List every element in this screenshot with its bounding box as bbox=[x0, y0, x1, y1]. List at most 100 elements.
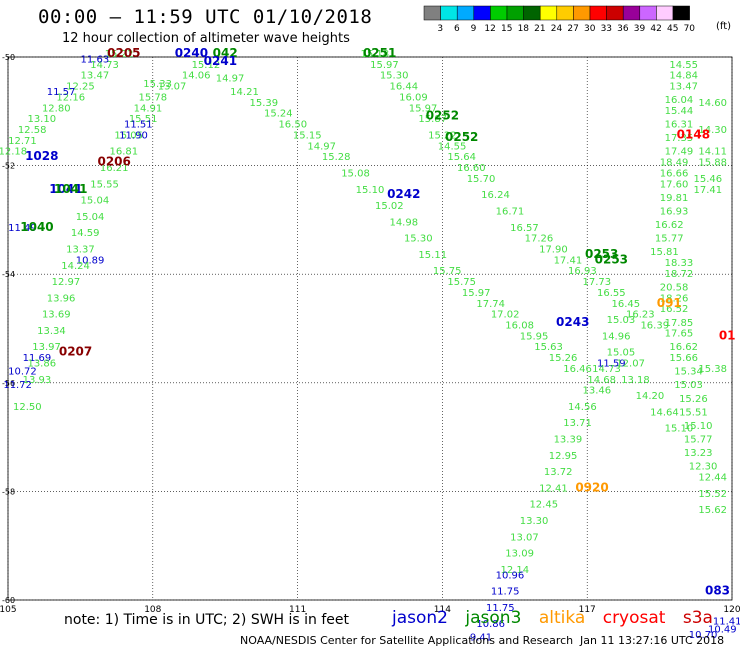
wave-height-value: 12.80 bbox=[42, 103, 71, 114]
wave-height-value: 15.75 bbox=[447, 277, 476, 288]
wave-height-value: 18.72 bbox=[665, 269, 694, 280]
wave-height-value: 15.66 bbox=[669, 353, 698, 364]
legend-cryosat: cryosat bbox=[602, 608, 666, 628]
wave-height-value: 14.73 bbox=[90, 60, 119, 71]
wave-height-value: 15.75 bbox=[433, 266, 462, 277]
wave-height-value: 14.21 bbox=[230, 87, 259, 98]
wave-height-value: 17.41 bbox=[694, 185, 723, 196]
wave-height-value: 15.97 bbox=[370, 60, 399, 71]
wave-height-value: 13.71 bbox=[563, 418, 592, 429]
page-subtitle: 12 hour collection of altimeter wave hei… bbox=[62, 31, 350, 46]
colorbar-tick-label: 45 bbox=[667, 24, 678, 34]
pass-time-label: 0207 bbox=[59, 345, 92, 359]
wave-height-value: 14.91 bbox=[134, 103, 163, 114]
colorbar-swatch bbox=[523, 5, 541, 21]
wave-height-value: 12.41 bbox=[539, 483, 568, 494]
pass-time-label: 0920 bbox=[575, 480, 608, 494]
wave-height-value: 14.11 bbox=[698, 147, 727, 158]
y-tick-label: -60 bbox=[2, 596, 15, 605]
wave-height-value: 10.70 bbox=[689, 630, 718, 641]
wave-height-value: 15.52 bbox=[698, 489, 727, 500]
colorbar-tick-label: 39 bbox=[634, 24, 646, 34]
wave-height-value: 16.50 bbox=[278, 120, 307, 131]
footer-timestamp: Jan 11 13:27:16 UTC 2018 bbox=[580, 634, 725, 647]
x-tick-label: 117 bbox=[579, 605, 596, 615]
wave-height-value: 13.37 bbox=[66, 244, 95, 255]
wave-height-value: 11.75 bbox=[486, 603, 515, 614]
wave-height-value: 11.49 bbox=[8, 223, 37, 234]
wave-height-value: 13.09 bbox=[505, 549, 534, 560]
colorbar-swatch bbox=[589, 5, 607, 21]
wave-height-value: 17.26 bbox=[525, 234, 554, 245]
wave-height-value: 11.51 bbox=[124, 120, 153, 131]
wave-height-value: 16.93 bbox=[660, 206, 689, 217]
legend-jason2: jason2 bbox=[392, 608, 448, 628]
pass-time-label: 0205 bbox=[107, 46, 140, 60]
wave-height-value: 12.25 bbox=[66, 82, 95, 93]
wave-height-value: 15.62 bbox=[698, 505, 727, 516]
colorbar-units: (ft) bbox=[716, 21, 732, 32]
wave-height-value: 17.90 bbox=[539, 244, 568, 255]
wave-height-value: 11.57 bbox=[47, 87, 76, 98]
wave-height-value: 16.31 bbox=[665, 120, 694, 131]
wave-height-value: 13.07 bbox=[158, 82, 187, 93]
wave-height-value: 11.59 bbox=[597, 359, 626, 370]
wave-height-value: 10.96 bbox=[496, 570, 525, 581]
wave-height-value: 12.44 bbox=[698, 473, 727, 484]
pass-time-label: 1028 bbox=[25, 149, 58, 163]
colorbar-tick-label: 42 bbox=[650, 24, 661, 34]
colorbar-swatch bbox=[473, 5, 491, 21]
wave-height-value: 15.95 bbox=[520, 331, 549, 342]
wave-height-value: 13.47 bbox=[81, 71, 110, 82]
colorbar-swatch bbox=[456, 5, 475, 21]
wave-height-value: 16.57 bbox=[510, 223, 539, 234]
wave-height-value: 16.44 bbox=[389, 82, 418, 93]
colorbar-swatch bbox=[440, 5, 458, 21]
wave-height-value: 13.86 bbox=[27, 359, 56, 370]
wave-height-value: 11.90 bbox=[119, 130, 148, 141]
wave-height-value: 15.34 bbox=[674, 367, 703, 378]
wave-height-value: 17.85 bbox=[665, 318, 694, 329]
wave-height-value: 12.95 bbox=[549, 451, 578, 462]
wave-height-value: 10.72 bbox=[8, 367, 37, 378]
wave-height-value: 14.68 bbox=[587, 375, 616, 386]
wave-height-value: 20.58 bbox=[660, 282, 689, 293]
wave-height-value: 16.04 bbox=[665, 95, 694, 106]
colorbar-swatch bbox=[506, 5, 524, 21]
wave-height-value: 17.02 bbox=[491, 310, 520, 321]
wave-height-value: 17.60 bbox=[660, 179, 689, 190]
footer-credit: NOAA/NESDIS Center for Satellite Applica… bbox=[240, 634, 574, 647]
wave-height-value: 15.05 bbox=[607, 348, 636, 359]
wave-height-value: 12.16 bbox=[56, 92, 85, 103]
track-values: 15.2214.7313.4712.2512.1612.8013.1012.58… bbox=[0, 49, 740, 644]
wave-height-value: 13.39 bbox=[554, 435, 583, 446]
wave-height-value: 14.97 bbox=[216, 73, 245, 84]
wave-height-value: 12.97 bbox=[52, 277, 81, 288]
wave-height-value: 15.26 bbox=[679, 394, 708, 405]
colorbar-tick-label: 15 bbox=[501, 24, 512, 34]
wave-height-value: 19.81 bbox=[660, 193, 689, 204]
wave-height-value: 16.46 bbox=[563, 364, 592, 375]
wave-height-value: 15.04 bbox=[76, 212, 105, 223]
wave-height-value: 10.86 bbox=[476, 619, 505, 630]
wave-height-value: 15.33 bbox=[143, 79, 172, 90]
legend-s3a: s3a bbox=[682, 608, 713, 628]
wave-height-value: 16.71 bbox=[496, 206, 525, 217]
wave-height-value: 15.22 bbox=[105, 49, 134, 60]
wave-height-value: 15.63 bbox=[534, 342, 563, 353]
wave-height-value: 12.58 bbox=[18, 125, 47, 136]
wave-height-value: 13.69 bbox=[42, 310, 71, 321]
pass-time-label: 042 bbox=[213, 46, 238, 60]
wave-height-value: 13.97 bbox=[32, 342, 61, 353]
wave-height-value: 12.07 bbox=[616, 359, 645, 370]
wave-height-value: 16.62 bbox=[655, 220, 684, 231]
wave-height-value: 15.51 bbox=[679, 407, 708, 418]
wave-height-value: 15.10 bbox=[684, 421, 713, 432]
pass-time-label: 083 bbox=[705, 584, 730, 598]
wave-height-value: 15.18 bbox=[361, 49, 390, 60]
x-tick-label: 105 bbox=[0, 605, 17, 615]
colorbar-swatch bbox=[490, 5, 508, 21]
wave-height-value: 15.26 bbox=[549, 353, 578, 364]
wave-height-value: 16.66 bbox=[660, 168, 689, 179]
